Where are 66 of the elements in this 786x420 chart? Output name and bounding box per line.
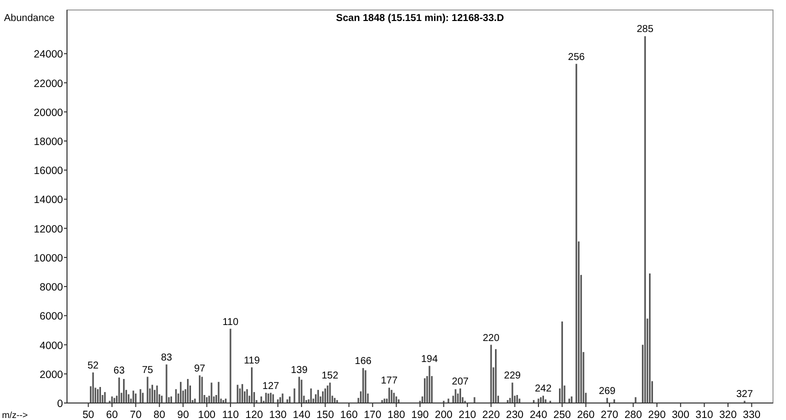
- annotation: 242: [534, 384, 552, 395]
- annotation: 139: [290, 364, 308, 376]
- x-tick-label: 70: [130, 409, 142, 420]
- annotation: 194: [421, 354, 438, 365]
- x-tick-label: 220: [482, 409, 500, 420]
- y-tick-label: 12000: [34, 223, 64, 236]
- y-tick-label: 2000: [40, 368, 64, 381]
- annotation: 207: [452, 376, 470, 388]
- x-tick-label: 250: [553, 409, 572, 420]
- y-tick-label: 8000: [40, 282, 64, 294]
- x-tick-label: 110: [222, 409, 239, 420]
- annotation: 63: [114, 366, 126, 377]
- x-tick-label: 270: [600, 409, 618, 420]
- x-tick-label: 130: [269, 409, 287, 420]
- x-tick-label: 200: [434, 409, 453, 420]
- x-tick-label: 60: [106, 409, 118, 420]
- x-tick-label: 120: [245, 409, 264, 420]
- x-tick-label: 180: [388, 409, 406, 420]
- annotation: 229: [504, 370, 522, 382]
- annotation: 97: [194, 363, 206, 374]
- x-tick-label: 310: [696, 409, 714, 420]
- x-tick-label: 140: [292, 409, 310, 420]
- y-tick-label: 4000: [40, 340, 64, 352]
- annotation: 269: [598, 386, 616, 397]
- annotation: 83: [160, 352, 172, 364]
- x-tick-label: 50: [82, 409, 94, 420]
- y-tick-label: 10000: [34, 252, 64, 264]
- annotation: 177: [380, 376, 398, 387]
- annotation: 256: [568, 52, 586, 63]
- annotation: 327: [736, 388, 754, 400]
- x-tick-label: 150: [316, 409, 334, 420]
- y-tick-label: 20000: [34, 106, 64, 119]
- x-tick-label: 230: [506, 409, 524, 420]
- x-tick-label: 280: [624, 409, 642, 420]
- annotation: 220: [482, 332, 500, 344]
- y-tick-label: 18000: [34, 136, 64, 148]
- chart-title: Scan 1848 (15.151 min): 12168-33.D: [336, 13, 504, 24]
- x-tick-label: 100: [198, 409, 216, 420]
- y-tick-label: 22000: [34, 78, 64, 90]
- y-tick-label: 24000: [34, 48, 64, 61]
- x-tick-label: 260: [577, 409, 595, 420]
- annotation: 119: [244, 355, 260, 366]
- y-tick-label: 14000: [34, 194, 64, 206]
- annotation: 75: [142, 364, 154, 376]
- annotation: 166: [354, 356, 372, 368]
- x-tick-label: 290: [648, 409, 666, 420]
- y-axis-title: Abundance: [4, 13, 56, 24]
- x-tick-label: 330: [742, 409, 761, 420]
- x-axis-title: m/z-->: [2, 410, 28, 420]
- x-tick-label: 90: [177, 409, 190, 420]
- annotation: 285: [636, 24, 654, 36]
- y-tick-label: 0: [57, 398, 64, 410]
- x-tick-label: 300: [672, 409, 690, 420]
- x-tick-label: 240: [530, 409, 548, 420]
- y-tick-label: 16000: [34, 165, 64, 178]
- x-tick-label: 170: [364, 409, 382, 420]
- x-tick-label: 320: [719, 409, 737, 420]
- annotation: 110: [222, 316, 239, 328]
- x-tick-label: 80: [154, 409, 166, 420]
- x-tick-label: 190: [411, 409, 429, 420]
- annotation: 52: [88, 360, 100, 372]
- annotation: 127: [262, 380, 280, 392]
- y-tick-label: 6000: [40, 310, 64, 323]
- annotation: 152: [322, 370, 339, 382]
- x-tick-label: 160: [340, 409, 358, 420]
- x-tick-label: 210: [458, 409, 476, 420]
